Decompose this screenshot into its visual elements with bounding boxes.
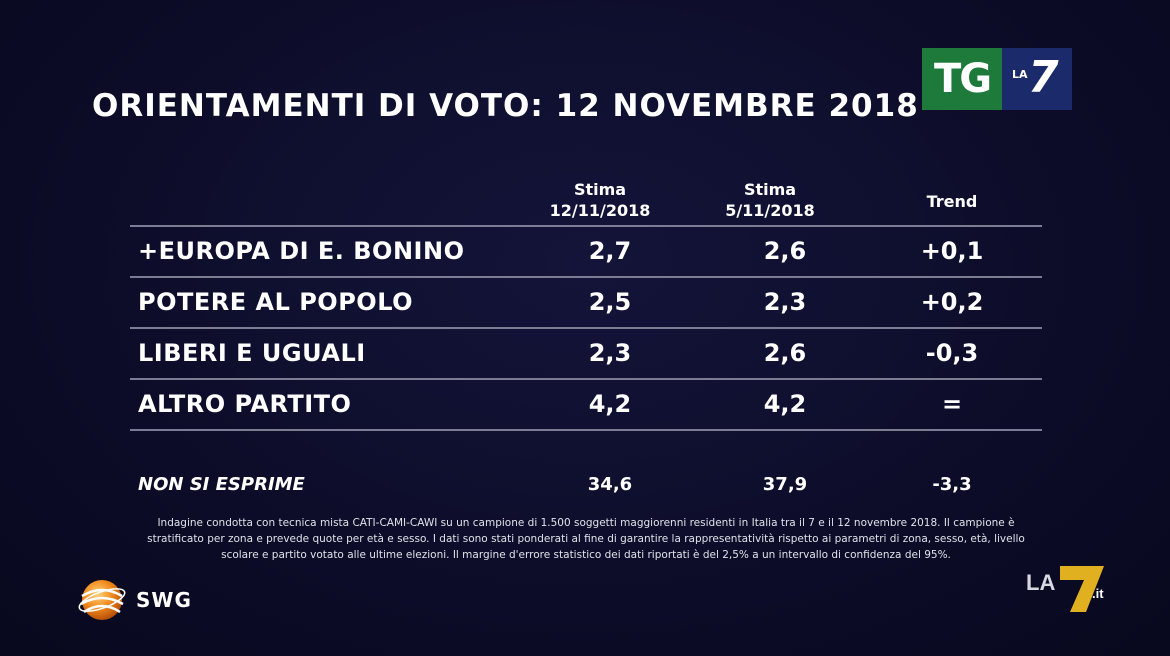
methodology-line: Indagine condotta con tecnica mista CATI… <box>157 517 1015 529</box>
tg-la7-logo: TG LA 7 <box>922 48 1072 110</box>
trend-value: = <box>941 390 963 418</box>
stima-current-value: 2,3 <box>588 339 632 367</box>
stima-previous-value: 4,2 <box>763 390 807 418</box>
methodology-note: Indagine condotta con tecnica mista CATI… <box>96 515 1076 563</box>
party-name: LIBERI E UGUALI <box>138 339 366 367</box>
tg-logo-text: TG <box>922 48 1002 110</box>
row-divider <box>130 327 1042 329</box>
header-stima-current: Stima 12/11/2018 <box>530 179 670 221</box>
header-stima-current-date: 12/11/2018 <box>549 201 651 220</box>
trend-value: +0,2 <box>920 288 984 316</box>
table-row: POTERE AL POPOLO 2,5 2,3 +0,2 <box>130 278 1042 327</box>
party-name: ALTRO PARTITO <box>138 390 352 418</box>
header-stima-previous-date: 5/11/2018 <box>725 201 815 220</box>
stima-previous-value: 2,3 <box>763 288 807 316</box>
table-row: ALTRO PARTITO 4,2 4,2 = <box>130 380 1042 429</box>
swg-logo: SWG <box>76 574 192 626</box>
header-stima-previous-label: Stima <box>743 180 797 199</box>
row-divider <box>130 225 1042 227</box>
seven-logo-text: 7 <box>1028 52 1059 103</box>
non-si-esprime-row: NON SI ESPRIME 34,6 37,9 -3,3 <box>130 470 1042 500</box>
la-logo-text: LA <box>1012 68 1028 81</box>
swg-logo-text: SWG <box>136 588 192 612</box>
row-divider <box>130 378 1042 380</box>
row-divider <box>130 276 1042 278</box>
stima-current-value: 4,2 <box>588 390 632 418</box>
methodology-line: scolare e partito votato alle ultime ele… <box>221 549 951 561</box>
svg-text:.it: .it <box>1092 586 1104 601</box>
non-si-esprime-previous: 37,9 <box>762 474 808 495</box>
page-title: ORIENTAMENTI DI VOTO: 12 NOVEMBRE 2018 <box>92 88 919 124</box>
non-si-esprime-label: NON SI ESPRIME <box>138 474 305 495</box>
non-si-esprime-current: 34,6 <box>587 474 633 495</box>
la7-watermark-icon: LA .it <box>1026 566 1104 612</box>
poll-table: Stima 12/11/2018 Stima 5/11/2018 Trend +… <box>130 175 1042 431</box>
table-row: +EUROPA DI E. BONINO 2,7 2,6 +0,1 <box>130 227 1042 276</box>
svg-text:LA: LA <box>1026 570 1055 595</box>
swg-globe-icon <box>78 580 126 620</box>
stima-previous-value: 2,6 <box>763 339 807 367</box>
non-si-esprime-trend: -3,3 <box>932 474 972 495</box>
party-name: POTERE AL POPOLO <box>138 288 414 316</box>
la7-logo-block: LA 7 <box>1002 48 1072 110</box>
table-header: Stima 12/11/2018 Stima 5/11/2018 Trend <box>130 175 1042 225</box>
stima-current-value: 2,5 <box>588 288 632 316</box>
table-row: LIBERI E UGUALI 2,3 2,6 -0,3 <box>130 329 1042 378</box>
header-stima-current-label: Stima <box>573 180 627 199</box>
party-name: +EUROPA DI E. BONINO <box>138 237 465 265</box>
trend-value: -0,3 <box>925 339 979 367</box>
stima-current-value: 2,7 <box>588 237 632 265</box>
trend-value: +0,1 <box>920 237 984 265</box>
header-stima-previous: Stima 5/11/2018 <box>700 179 840 221</box>
row-divider <box>130 429 1042 431</box>
methodology-line: stratificato per zona e prevede quote pe… <box>147 533 1025 545</box>
header-trend: Trend <box>926 192 978 211</box>
stima-previous-value: 2,6 <box>763 237 807 265</box>
